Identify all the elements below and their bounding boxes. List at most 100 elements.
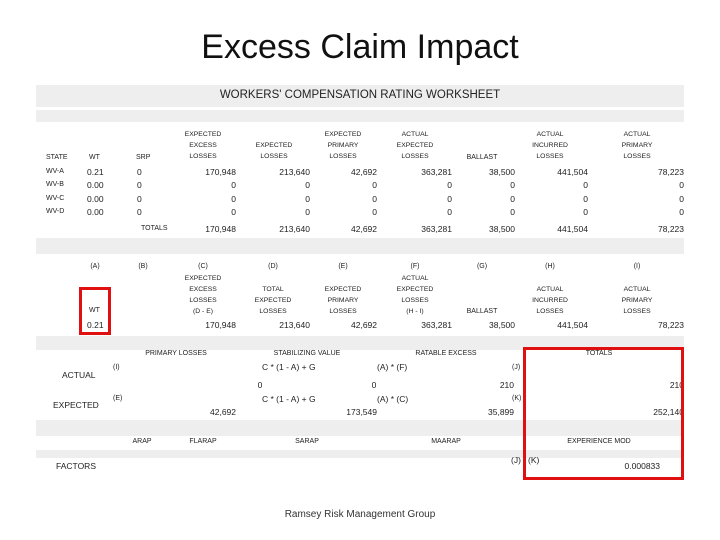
factor-mod-value: 0.000833	[624, 461, 660, 471]
hdr2-f: ACTUAL EXPECTED LOSSES (H - I)	[396, 275, 434, 315]
calc-actual-stab: 0	[371, 380, 377, 390]
row-state: WV-D	[46, 208, 65, 215]
summary-c: 170,948	[205, 320, 236, 330]
factor-flarap: FLARAP	[189, 438, 217, 445]
row-exp-primary: 42,692	[351, 167, 377, 177]
factor-arap: ARAP	[132, 438, 152, 445]
row-exp-excess: 170,948	[205, 167, 236, 177]
letter-f: (F)	[410, 263, 420, 270]
row-act-primary: 0	[679, 194, 684, 204]
hdr-actual-primary: ACTUAL PRIMARY LOSSES	[621, 131, 653, 160]
row-srp: 0	[137, 207, 142, 217]
hdr2-g: BALLAST	[466, 308, 498, 315]
row-act-primary: 78,223	[658, 167, 684, 177]
hdr-srp: SRP	[136, 154, 151, 161]
letter-a: (A)	[90, 263, 100, 270]
hdr-actual-incurred: ACTUAL INCURRED LOSSES	[532, 131, 568, 160]
row-ballast: 0	[510, 207, 515, 217]
summary-d: 213,640	[279, 320, 310, 330]
letter-d: (D)	[268, 263, 278, 270]
band-summary-gap	[36, 336, 684, 350]
row-exp-primary: 0	[372, 180, 377, 190]
hdr2-i: ACTUAL PRIMARY LOSSES	[621, 286, 653, 315]
row-exp-excess: 0	[231, 207, 236, 217]
row-state: WV-B	[46, 181, 64, 188]
totals-exp-losses: 213,640	[279, 224, 310, 234]
summary-f: 363,281	[421, 320, 452, 330]
calc-expected-primary: 42,692	[210, 407, 236, 417]
row-wt: 0.00	[87, 194, 104, 204]
calc-i-label: (I)	[113, 364, 120, 371]
row-exp-excess: 0	[231, 194, 236, 204]
calc-totals: TOTALS	[585, 350, 613, 357]
row-wt: 0.00	[87, 180, 104, 190]
hdr2-d: TOTAL EXPECTED LOSSES	[254, 286, 292, 315]
totals-ballast: 38,500	[489, 224, 515, 234]
hdr2-h: ACTUAL INCURRED LOSSES	[532, 286, 568, 315]
hdr-ballast: BALLAST	[466, 154, 498, 161]
totals-act-primary: 78,223	[658, 224, 684, 234]
row-exp-losses: 0	[305, 207, 310, 217]
row-srp: 0	[137, 194, 142, 204]
summary-wt-label: WT	[89, 307, 100, 314]
summary-g: 38,500	[489, 320, 515, 330]
hdr-expected-primary: EXPECTED PRIMARY LOSSES	[324, 131, 362, 160]
row-state: WV-C	[46, 195, 65, 202]
row-srp: 0	[137, 167, 142, 177]
factor-sarap: SARAP	[295, 438, 319, 445]
row-exp-primary: 0	[372, 207, 377, 217]
calc-e-label: (E)	[113, 395, 123, 402]
calc-formula1: C * (1 - A) + G	[262, 362, 316, 372]
calc-primary-losses: PRIMARY LOSSES	[145, 350, 207, 357]
hdr2-c: EXPECTED EXCESS LOSSES (D - E)	[184, 275, 222, 315]
hdr-actual-expected: ACTUAL EXPECTED LOSSES	[396, 131, 434, 160]
calc-actual-total: 210	[669, 380, 684, 390]
totals-act-expected: 363,281	[421, 224, 452, 234]
row-ballast: 38,500	[489, 167, 515, 177]
row-exp-primary: 0	[372, 194, 377, 204]
hdr-state: STATE	[46, 154, 68, 161]
highlight-box-totals	[523, 347, 684, 480]
factors-label: FACTORS	[56, 461, 96, 471]
row-act-incurred: 0	[583, 180, 588, 190]
calc-expected-total: 252,140	[653, 407, 684, 417]
letter-h: (H)	[545, 263, 555, 270]
calc-formula2: C * (1 - A) + G	[262, 394, 316, 404]
row-act-expected: 0	[447, 180, 452, 190]
hdr-expected-losses: EXPECTED LOSSES	[255, 142, 293, 160]
calc-actual-ratable: 210	[499, 380, 514, 390]
factor-maarap: MAARAP	[431, 438, 461, 445]
row-exp-excess: 0	[231, 180, 236, 190]
letter-c: (C)	[198, 263, 208, 270]
row-act-incurred: 0	[583, 207, 588, 217]
hdr2-e: EXPECTED PRIMARY LOSSES	[324, 286, 362, 315]
calc-expected-stab: 173,549	[346, 407, 377, 417]
calc-j: (J)	[512, 364, 521, 371]
row-act-incurred: 441,504	[557, 167, 588, 177]
row-act-expected: 0	[447, 207, 452, 217]
summary-e: 42,692	[351, 320, 377, 330]
calc-ratable-excess: RATABLE EXCESS	[415, 350, 477, 357]
row-exp-losses: 0	[305, 180, 310, 190]
footer-company: Ramsey Risk Management Group	[284, 509, 436, 520]
hdr-expected-excess: EXPECTED EXCESS LOSSES	[184, 131, 222, 160]
summary-i: 78,223	[658, 320, 684, 330]
totals-exp-excess: 170,948	[205, 224, 236, 234]
slide-title: Excess Claim Impact	[201, 28, 519, 66]
calc-actual-primary: 0	[257, 380, 263, 390]
totals-act-incurred: 441,504	[557, 224, 588, 234]
letter-b: (B)	[138, 263, 148, 270]
band-calc-gap	[36, 420, 684, 436]
row-act-expected: 363,281	[421, 167, 452, 177]
calc-af: (A) * (F)	[377, 362, 408, 372]
row-act-primary: 0	[679, 207, 684, 217]
summary-wt: 0.21	[87, 320, 104, 330]
row-ballast: 0	[510, 180, 515, 190]
calc-stabilizing-value: STABILIZING VALUE	[273, 350, 341, 357]
factor-exp-mod: EXPERIENCE MOD	[567, 438, 631, 445]
row-act-incurred: 0	[583, 194, 588, 204]
row-srp: 0	[137, 180, 142, 190]
row-wt: 0.21	[87, 167, 104, 177]
row-state: WV-A	[46, 168, 64, 175]
totals-label: TOTALS	[141, 225, 168, 232]
